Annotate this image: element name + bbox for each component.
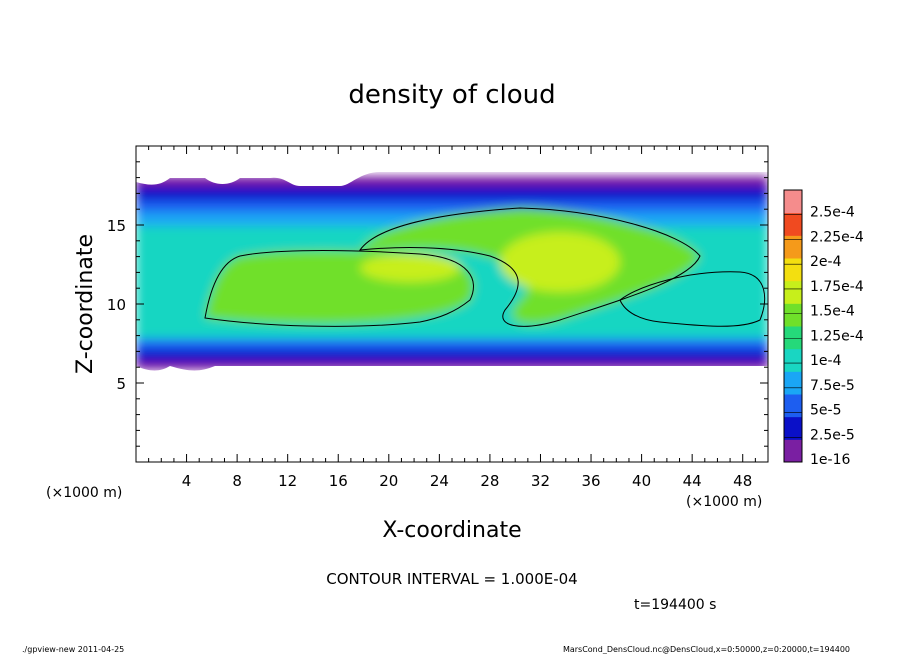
x-tick-label: 20 — [379, 472, 398, 490]
density-field — [136, 146, 768, 462]
contour-line-left — [204, 250, 474, 327]
contour-interval-text: CONTOUR INTERVAL = 1.000E-04 — [326, 570, 577, 588]
colorbar-label: 1.5e-4 — [810, 304, 855, 320]
footer-right: MarsCond_DensCloud.nc@DensCloud,x=0:5000… — [563, 645, 850, 654]
colorbar-label: 7.5e-5 — [810, 378, 855, 394]
y-tick-label: 15 — [107, 217, 126, 235]
x-tick-label: 12 — [278, 472, 297, 490]
x-tick-label: 44 — [683, 472, 702, 490]
colorbar-swatch — [784, 190, 802, 214]
x-tick-label: 40 — [632, 472, 651, 490]
x-unit-right: (×1000 m) — [686, 494, 762, 510]
colorbar-swatch — [784, 303, 802, 327]
colorbar-label: 1.75e-4 — [810, 279, 864, 295]
colorbar-swatch — [784, 280, 802, 304]
field-peak-left — [360, 254, 460, 282]
x-tick-label: 8 — [232, 472, 242, 490]
colorbar-swatch — [784, 394, 802, 418]
field-bottom-breaks — [136, 366, 768, 462]
colorbar-swatch — [784, 439, 802, 463]
colorbar: 1e-16 2.5e-5 5e-5 7.5e-5 1e-4 1.25e-4 1.5e-4 1.… — [783, 189, 864, 468]
x-tick-label: 32 — [531, 472, 550, 490]
colorbar-label: 2.25e-4 — [810, 229, 864, 245]
y-tick-label: 5 — [116, 375, 126, 393]
y-tick-label: 10 — [107, 296, 126, 314]
x-tick-label: 16 — [329, 472, 348, 490]
x-axis-label: X-coordinate — [382, 518, 521, 543]
colorbar-label: 1e-16 — [810, 452, 850, 468]
footer-left: ./gpview-new 2011-04-25 — [22, 645, 124, 654]
colorbar-label: 2.5e-5 — [810, 427, 855, 443]
x-tick-label: 48 — [733, 472, 752, 490]
y-axis-label: Z-coordinate — [73, 234, 98, 374]
colorbar-swatch — [784, 212, 802, 236]
colorbar-swatch — [784, 371, 802, 395]
x-unit-left: (×1000 m) — [46, 485, 122, 501]
colorbar-swatch — [784, 416, 802, 440]
colorbar-swatch — [784, 235, 802, 259]
contour-line-right — [358, 207, 701, 327]
y-axis-ticks: 5 10 15 — [107, 145, 768, 463]
x-tick-label: 4 — [182, 472, 192, 490]
colorbar-label: 2.5e-4 — [810, 205, 855, 221]
field-peak-right — [500, 232, 620, 292]
x-tick-label: 28 — [480, 472, 499, 490]
contour-line-east — [619, 271, 766, 327]
x-tick-label: 24 — [430, 472, 449, 490]
colorbar-swatch — [784, 348, 802, 372]
x-tick-label: 36 — [581, 472, 600, 490]
chart-title: density of cloud — [348, 80, 555, 110]
colorbar-swatch — [784, 326, 802, 350]
colorbar-label: 1.25e-4 — [810, 328, 864, 344]
time-text: t=194400 s — [634, 597, 716, 613]
colorbar-label: 2e-4 — [810, 254, 842, 270]
colorbar-label: 5e-5 — [810, 403, 841, 419]
colorbar-swatch — [784, 258, 802, 282]
x-axis-ticks: 4 8 12 16 20 24 28 32 36 40 44 48 — [135, 146, 769, 490]
field-top-breaks — [136, 146, 768, 186]
colorbar-label: 1e-4 — [810, 353, 842, 369]
